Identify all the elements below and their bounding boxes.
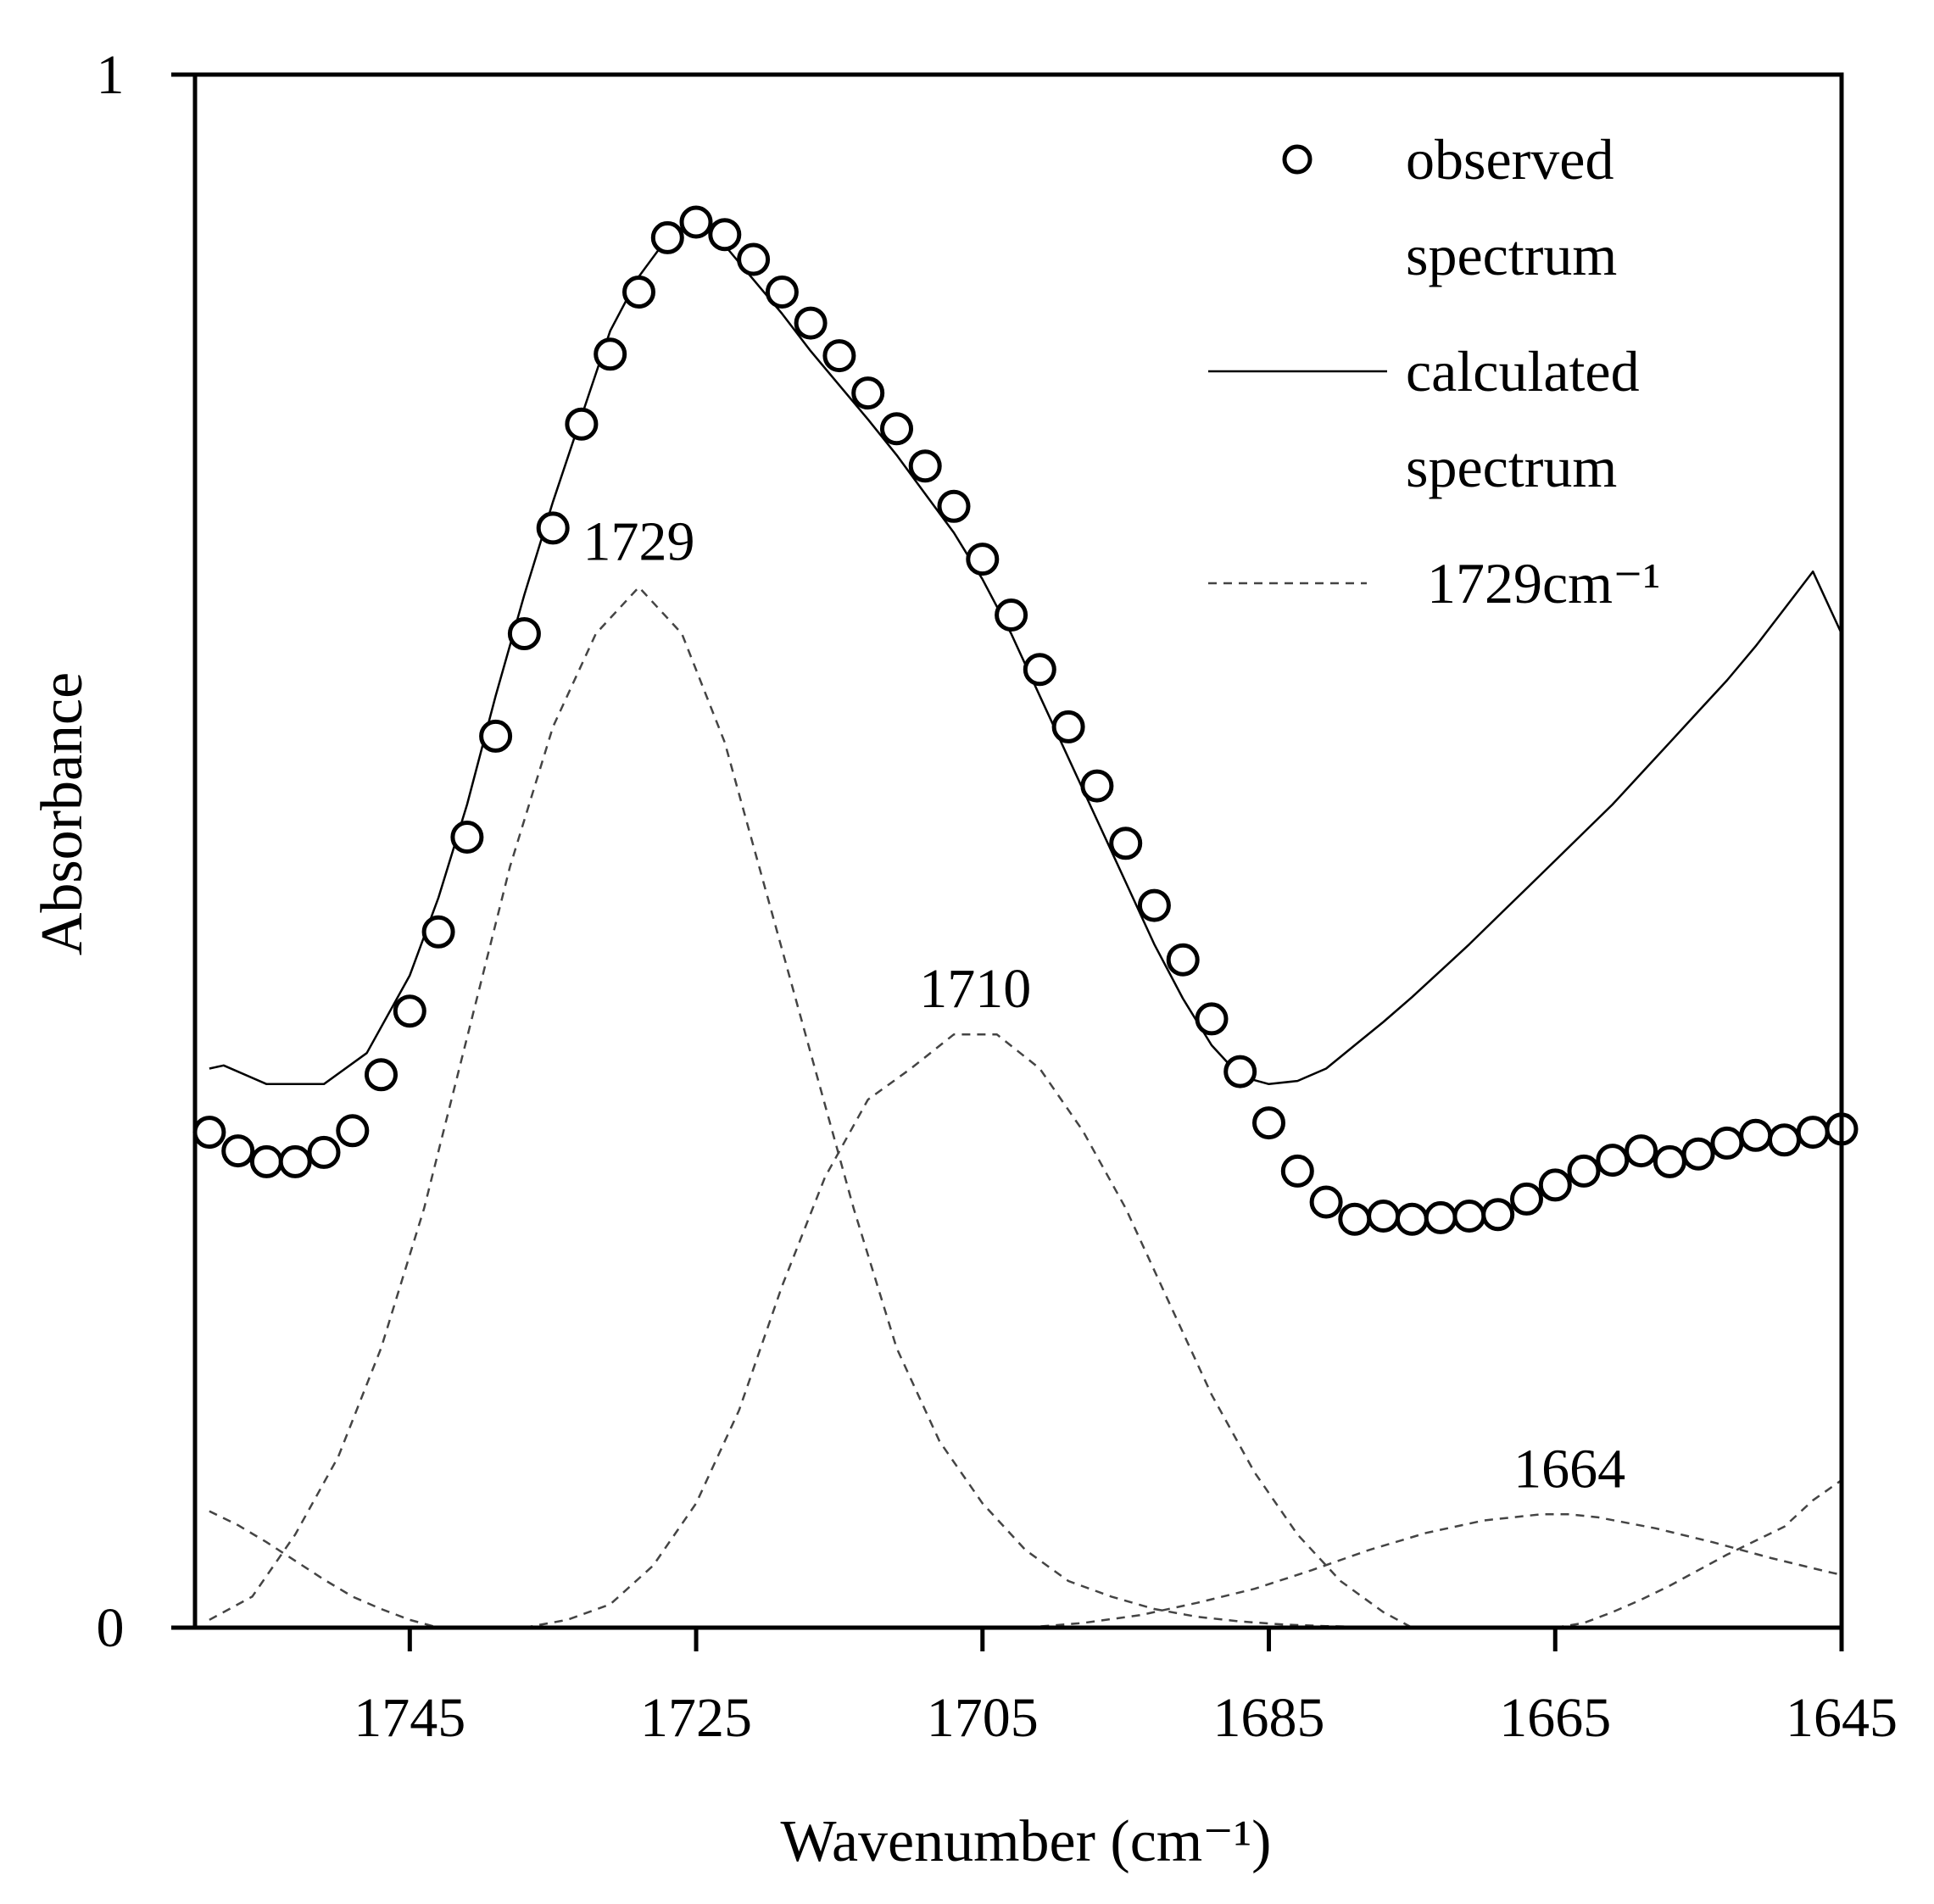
observed-point — [393, 994, 426, 1028]
observed-point — [1681, 1137, 1715, 1171]
observed-point — [336, 1114, 370, 1148]
observed-point — [1452, 1200, 1486, 1233]
legend: observed spectrum calculated spectrum 17… — [1208, 127, 1660, 615]
observed-point — [1510, 1182, 1543, 1216]
observed-point — [1338, 1202, 1372, 1236]
observed-point — [1768, 1123, 1801, 1157]
y-tick-label: 0 — [97, 1597, 125, 1659]
observed-point — [737, 242, 771, 276]
series-low-wavenumber-component-line — [1555, 1478, 1842, 1629]
x-tick-label: 1685 — [1213, 1687, 1325, 1749]
peak-label-1710: 1710 — [919, 958, 1031, 1020]
observed-point — [450, 821, 484, 854]
legend-component-label: 1729cm⁻¹ — [1427, 551, 1660, 615]
observed-point — [479, 719, 513, 753]
observed-point — [1739, 1118, 1773, 1152]
observed-point — [1796, 1116, 1830, 1150]
observed-point — [1080, 769, 1114, 803]
observed-point — [565, 407, 599, 441]
observed-point — [421, 915, 455, 949]
x-axis-title: Wavenumber (cm⁻¹) — [780, 1809, 1271, 1874]
observed-point — [192, 1116, 226, 1150]
legend-observed-label-line2: spectrum — [1406, 223, 1617, 287]
legend-calculated-label-line1: calculated — [1406, 339, 1640, 404]
observed-point — [1223, 1055, 1257, 1088]
observed-point — [679, 205, 713, 239]
observed-point — [1166, 943, 1200, 977]
observed-point — [880, 412, 913, 446]
series-high-wavenumber-component-line — [209, 1510, 439, 1629]
y-axis-title: Absorbance — [30, 672, 95, 955]
x-tick-label: 1705 — [927, 1687, 1039, 1749]
observed-point — [249, 1144, 283, 1178]
legend-observed-marker — [1282, 144, 1313, 175]
observed-point — [507, 617, 541, 650]
observed-point — [966, 543, 1000, 576]
observed-point — [1710, 1126, 1744, 1160]
observed-point — [622, 276, 655, 309]
observed-point — [365, 1058, 398, 1092]
observed-point — [1137, 888, 1171, 922]
observed-point — [1395, 1202, 1429, 1236]
observed-point — [1109, 827, 1143, 860]
observed-point — [851, 376, 885, 410]
observed-point — [1023, 653, 1056, 687]
observed-point — [1309, 1185, 1343, 1219]
observed-point — [307, 1135, 341, 1169]
series-1729-component-line — [209, 586, 1413, 1629]
observed-point — [1538, 1168, 1572, 1202]
observed-point — [221, 1134, 255, 1168]
peak-label-1729: 1729 — [583, 511, 695, 573]
x-tick-label: 1645 — [1786, 1687, 1898, 1749]
peak-label-1664: 1664 — [1513, 1438, 1625, 1500]
observed-point — [594, 337, 627, 371]
observed-point — [1051, 710, 1085, 743]
observed-point — [1367, 1200, 1401, 1233]
x-tick-label: 1665 — [1499, 1687, 1611, 1749]
legend-calculated-label-line2: spectrum — [1406, 435, 1617, 499]
observed-point — [650, 220, 684, 254]
legend-observed-label-line1: observed — [1406, 127, 1614, 192]
x-tick-label: 1725 — [640, 1687, 752, 1749]
plot-frame — [192, 72, 1844, 1630]
observed-point — [1280, 1154, 1314, 1188]
observed-point — [995, 598, 1028, 632]
observed-point — [278, 1144, 312, 1178]
series-1664-component-line — [1025, 1513, 1842, 1629]
observed-point — [1653, 1144, 1686, 1178]
observed-point — [708, 218, 742, 252]
observed-point — [1596, 1144, 1630, 1177]
observed-point — [1195, 1002, 1229, 1036]
observed-point — [937, 489, 971, 523]
x-tick-label: 1745 — [354, 1687, 465, 1749]
observed-point — [1625, 1134, 1658, 1168]
observed-point — [536, 511, 570, 545]
y-tick-label: 1 — [97, 44, 125, 106]
series-1710-component-line — [524, 1033, 1413, 1629]
observed-point — [1424, 1200, 1457, 1234]
observed-point — [822, 339, 856, 373]
observed-point — [765, 276, 799, 309]
observed-point — [1252, 1106, 1285, 1140]
observed-point — [1567, 1154, 1601, 1188]
observed-point — [1481, 1198, 1515, 1232]
observed-point — [794, 306, 828, 340]
observed-point — [908, 449, 942, 483]
